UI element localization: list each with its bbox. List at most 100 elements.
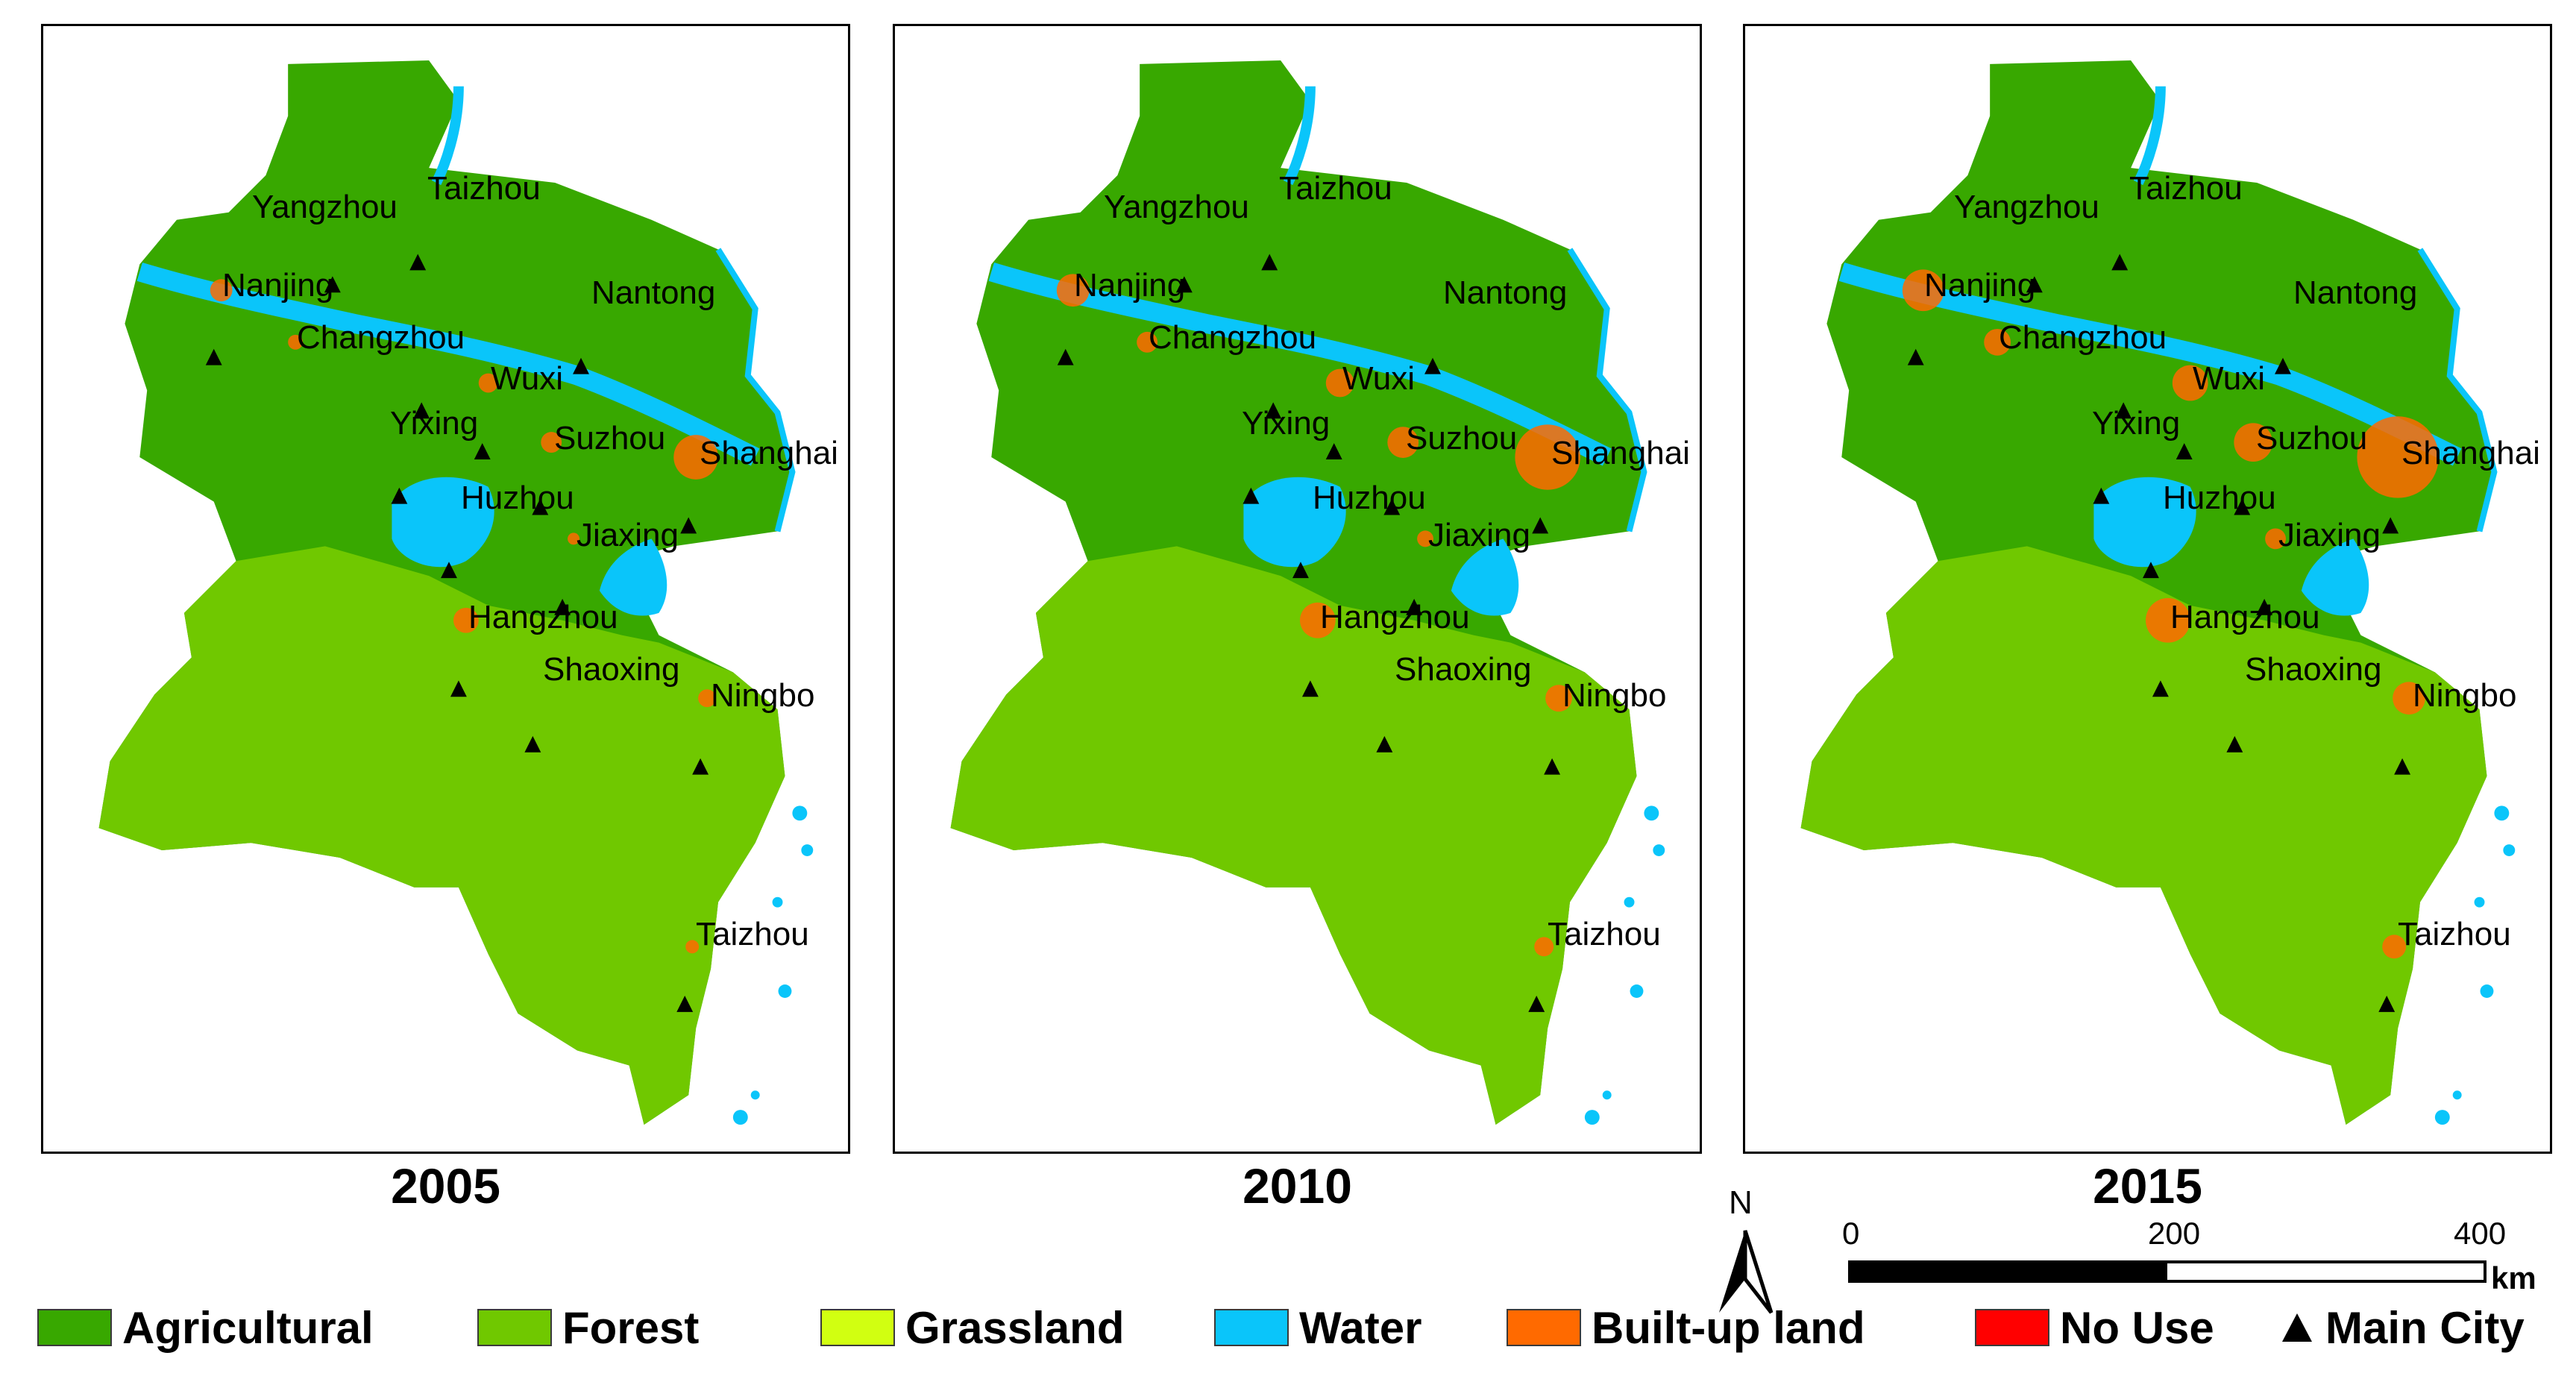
city-marker-icon — [324, 276, 341, 293]
legend-item-agricultural: Agricultural — [37, 1298, 374, 1357]
city-marker-icon — [1907, 348, 1924, 365]
city-marker-icon — [532, 498, 549, 515]
city-label: Shaoxing — [1395, 651, 1532, 688]
map-panel-2015: Yangzhou Taizhou Nanjing Nantong Changzhou Wu… — [1743, 24, 2552, 1154]
taihu-lake — [2093, 477, 2196, 568]
coastline — [715, 248, 796, 533]
city-marker-icon — [450, 680, 467, 697]
built-up-area — [2172, 365, 2208, 401]
island — [732, 1110, 748, 1125]
island — [801, 844, 814, 857]
yangtze-river — [988, 262, 1612, 466]
city-label: Nanjing — [1924, 267, 2036, 304]
built-up-area — [478, 373, 498, 393]
city-label: Huzhou — [2163, 480, 2276, 516]
city-marker-icon — [2093, 487, 2110, 504]
built-up-area — [1984, 328, 2011, 356]
built-up-area — [568, 533, 580, 545]
city-marker-icon — [2143, 562, 2159, 579]
city-marker-icon — [391, 487, 408, 504]
city-label: Nanjing — [222, 267, 334, 304]
city-label: Huzhou — [1313, 480, 1426, 516]
island — [1630, 984, 1644, 998]
city-label: Taizhou — [1279, 170, 1392, 207]
forest-swatch — [477, 1309, 552, 1346]
city-label: Taizhou — [427, 170, 541, 207]
city-marker-icon — [205, 348, 222, 365]
canal — [2133, 86, 2166, 186]
island — [2452, 1090, 2462, 1100]
city-label: Wuxi — [2193, 360, 2265, 397]
city-marker-icon — [1532, 517, 1549, 534]
built-up-area — [698, 689, 716, 708]
city-label: Yixing — [1242, 405, 1331, 442]
city-marker-icon — [2378, 995, 2396, 1012]
city-label: Taizhou — [696, 916, 809, 952]
city-label: Jiaxing — [1428, 517, 1530, 553]
island — [1584, 1110, 1600, 1125]
scale-tick-label: 400 — [2454, 1216, 2507, 1251]
built-up-area — [1137, 331, 1158, 353]
built-up-area — [1534, 937, 1554, 957]
city-marker-icon — [680, 517, 697, 534]
builtup-swatch — [1507, 1309, 1581, 1346]
city-marker-icon — [1301, 680, 1319, 697]
map-panel-2010: Yangzhou Taizhou Nanjing Nantong Changzhou Wu… — [893, 24, 1702, 1154]
city-label: Hangzhou — [2170, 599, 2320, 635]
land-use-map — [950, 60, 1665, 1125]
city-label: Ningbo — [2413, 677, 2517, 714]
city-label: Suzhou — [1406, 420, 1518, 456]
city-label: Shaoxing — [2245, 651, 2382, 688]
city-marker-icon — [474, 443, 491, 459]
city-label: Shanghai — [1551, 435, 1690, 471]
city-marker-icon — [1325, 443, 1342, 459]
city-marker-icon — [413, 402, 430, 419]
city-label: Changzhou — [1999, 319, 2167, 356]
scale-unit: km — [2491, 1260, 2536, 1295]
yangtze-river — [136, 262, 760, 466]
built-up-area — [2265, 528, 2286, 550]
coastline — [1567, 248, 1647, 533]
hangzhou-bay — [1451, 538, 1519, 616]
scale-bar-graphic — [1848, 1260, 2487, 1283]
legend-label: Built-up land — [1592, 1302, 1865, 1353]
built-up-area — [210, 279, 233, 302]
city-label: Shaoxing — [543, 651, 680, 688]
built-up-area — [1387, 427, 1419, 458]
city-marker-icon — [1243, 487, 1260, 504]
island — [778, 984, 792, 998]
city-marker-icon — [573, 357, 589, 374]
city-label: Changzhou — [297, 319, 465, 356]
legend-label: Grassland — [905, 1302, 1125, 1353]
city-marker-icon — [2176, 443, 2193, 459]
scale-tick-label: 200 — [2148, 1216, 2201, 1251]
taihu-lake — [1243, 477, 1346, 568]
city-marker-icon — [1528, 995, 1545, 1012]
legend-label: Main City — [2325, 1302, 2525, 1353]
yangtze-river — [1838, 262, 2462, 466]
year-label: 2010 — [1243, 1158, 1352, 1213]
city-marker-icon — [2226, 735, 2243, 753]
year-label: 2005 — [391, 1158, 500, 1213]
agricultural-swatch — [37, 1309, 112, 1346]
no-use-swatch — [1975, 1309, 2049, 1346]
city-label: Jiaxing — [577, 517, 679, 553]
city-marker-icon — [1424, 357, 1441, 374]
city-label: Nantong — [1443, 274, 1568, 311]
hangzhou-bay — [2301, 538, 2369, 616]
built-up-area — [2146, 597, 2190, 643]
built-up-area — [2357, 416, 2439, 498]
built-up-area — [541, 432, 562, 453]
taihu-lake — [392, 477, 494, 568]
built-up-area — [673, 435, 718, 480]
grassland-swatch — [820, 1309, 895, 1346]
city-marker-icon — [409, 254, 427, 271]
island — [2480, 984, 2494, 998]
built-up-area — [1325, 368, 1354, 398]
built-up-area — [2382, 935, 2407, 959]
city-marker-icon — [1265, 402, 1282, 419]
city-marker-icon — [2111, 254, 2129, 271]
built-up-area — [685, 940, 700, 954]
north-label: N — [1729, 1184, 1753, 1221]
built-up-area — [2234, 423, 2273, 462]
